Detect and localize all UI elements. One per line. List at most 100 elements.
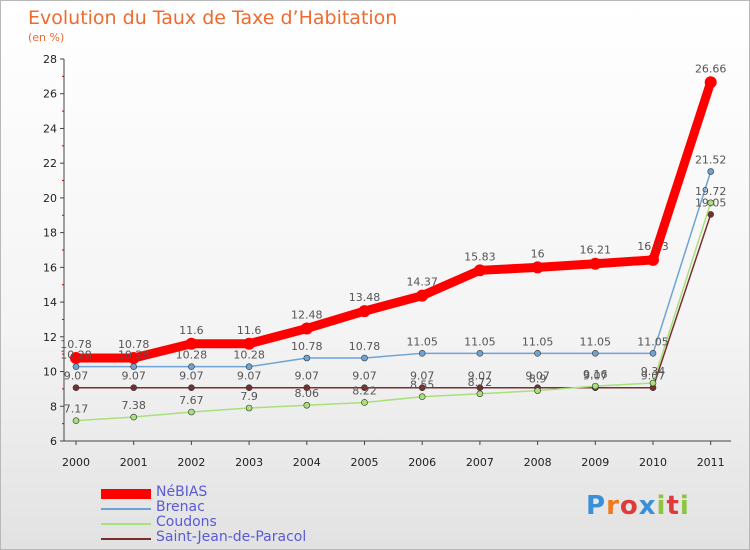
series-line-2 — [75, 202, 712, 422]
data-point — [416, 289, 429, 302]
data-point — [72, 384, 80, 391]
data-label: 14.37 — [406, 276, 438, 289]
data-point — [704, 76, 717, 89]
data-label: 8.72 — [468, 376, 493, 389]
data-point — [185, 337, 198, 350]
data-point — [476, 390, 484, 398]
x-tick-label: 2007 — [466, 456, 494, 469]
data-label: 9.07 — [410, 370, 435, 383]
data-label: 11.05 — [464, 335, 496, 348]
data-point — [531, 261, 544, 274]
data-label: 10.78 — [118, 338, 150, 351]
legend-label: Saint-Jean-de-Paracol — [156, 529, 307, 545]
chart-title: Evolution du Taux de Taxe d’Habitation — [28, 7, 398, 29]
data-label: 8.06 — [295, 387, 320, 400]
data-label: 7.17 — [64, 403, 89, 416]
data-label: 7.67 — [179, 394, 204, 407]
y-tick-label: 12 — [43, 331, 57, 344]
data-point — [649, 350, 657, 357]
y-tick-label: 6 — [50, 435, 57, 448]
data-point — [647, 253, 659, 266]
data-label: 9.07 — [352, 370, 377, 383]
data-label: 9.07 — [295, 370, 320, 383]
data-label: 9.07 — [121, 370, 146, 383]
y-tick-label: 10 — [43, 366, 57, 379]
data-point — [303, 354, 311, 362]
y-tick-label: 28 — [43, 53, 57, 66]
data-point — [358, 305, 371, 318]
data-label: 9.16 — [583, 368, 608, 381]
x-tick-label: 2004 — [293, 456, 321, 469]
data-point — [188, 363, 195, 370]
data-point — [130, 384, 137, 391]
legend-label: Coudons — [156, 514, 217, 530]
data-label: 16.21 — [580, 244, 612, 257]
data-point — [300, 322, 313, 335]
series-line-3 — [75, 213, 712, 389]
data-point — [245, 384, 253, 391]
data-point — [72, 417, 80, 424]
legend-swatch — [101, 508, 151, 510]
data-label: 10.28 — [176, 349, 208, 362]
data-label: 10.28 — [233, 349, 265, 362]
y-tick-label: 20 — [43, 192, 57, 205]
data-label: 19.05 — [695, 196, 727, 209]
y-tick-label: 24 — [43, 122, 57, 135]
data-label: 19.72 — [695, 185, 727, 198]
data-point — [361, 354, 368, 362]
legend-swatch — [101, 523, 151, 525]
data-label: 9.34 — [641, 365, 666, 378]
data-point — [70, 352, 82, 365]
legend-item: Coudons — [101, 514, 401, 531]
data-label: 9.07 — [525, 370, 550, 383]
data-point — [707, 168, 715, 175]
data-label: 10.28 — [60, 349, 92, 362]
data-label: 10.78 — [349, 340, 381, 353]
data-label: 10.28 — [118, 349, 150, 362]
series-line-0 — [71, 77, 716, 363]
data-label: 11.05 — [637, 335, 669, 348]
x-tick-label: 2002 — [177, 456, 205, 469]
data-label: 11.05 — [580, 335, 612, 348]
y-tick-label: 18 — [43, 227, 57, 240]
series-line-1 — [75, 170, 712, 368]
x-tick-label: 2005 — [351, 456, 379, 469]
data-point — [534, 350, 541, 357]
data-label: 7.9 — [240, 390, 258, 403]
data-point — [591, 382, 599, 390]
data-point — [188, 408, 195, 416]
proxiti-logo: Proxiti — [586, 491, 690, 521]
x-tick-label: 2011 — [697, 456, 725, 469]
data-label: 26.66 — [695, 62, 727, 75]
data-label: 12.48 — [291, 308, 323, 321]
data-label: 10.78 — [291, 340, 323, 353]
data-point — [589, 257, 602, 270]
data-point — [707, 199, 715, 207]
x-tick-label: 2000 — [62, 456, 90, 469]
data-point — [130, 413, 137, 421]
y-tick-label: 22 — [43, 157, 57, 170]
data-label: 21.52 — [695, 154, 727, 167]
data-label: 8.22 — [352, 384, 377, 397]
data-point — [418, 350, 426, 357]
data-point — [418, 393, 426, 401]
data-label: 11.05 — [406, 335, 438, 348]
x-tick-label: 2008 — [524, 456, 552, 469]
y-tick-label: 16 — [43, 261, 57, 274]
data-label: 9.07 — [237, 370, 262, 383]
data-label: 16.43 — [637, 240, 669, 253]
data-point — [245, 363, 253, 370]
chart-unit: (en %) — [28, 31, 65, 44]
x-tick-label: 2009 — [581, 456, 609, 469]
data-label: 9.07 — [468, 370, 493, 383]
x-tick-label: 2001 — [120, 456, 148, 469]
data-point — [127, 352, 140, 365]
data-label: 9.07 — [641, 370, 666, 383]
legend-label: Brenac — [156, 499, 205, 515]
x-tick-label: 2010 — [639, 456, 667, 469]
data-label: 8.55 — [410, 379, 435, 392]
data-point — [534, 387, 541, 394]
data-point — [361, 399, 368, 406]
